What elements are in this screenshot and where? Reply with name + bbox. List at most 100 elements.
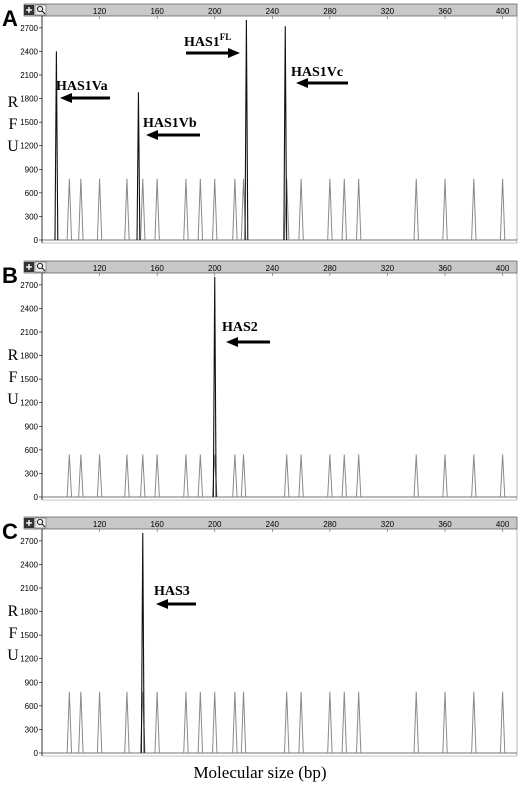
panel-letter: C (2, 519, 18, 544)
sample-peak (136, 92, 141, 241)
sample-peak (140, 532, 145, 754)
size-standard-peak (154, 454, 160, 498)
size-standard-peak (124, 454, 130, 498)
x-tick-label: 120 (93, 7, 107, 16)
zoom-plus-icon (24, 5, 34, 15)
x-tick-label: 160 (150, 520, 164, 529)
y-tick-label: 0 (34, 493, 39, 502)
size-standard-peak (413, 691, 419, 754)
size-standard-peak (413, 178, 419, 241)
magnifier-icon (34, 261, 47, 273)
x-tick-label: 120 (93, 264, 107, 273)
y-tick-label: 600 (25, 446, 39, 455)
peak-label: HAS2 (222, 320, 258, 335)
y-axis-label-letter: F (8, 116, 18, 133)
size-standard-peak (355, 691, 362, 754)
arrow-icon (226, 337, 270, 347)
chart-svg: 120 160 200 240 280 320 360 400 0 300 600 900 1200 15… (20, 516, 518, 758)
x-tick-label: 200 (208, 264, 222, 273)
peak-label: HAS1Vb (143, 116, 197, 131)
y-tick-label: 300 (25, 212, 39, 221)
y-tick-label: 900 (25, 422, 39, 431)
y-tick-label: 2700 (20, 281, 38, 290)
y-axis-label-letter: F (8, 625, 18, 642)
x-tick-label: 360 (438, 520, 452, 529)
sample-peak (283, 26, 288, 241)
size-standard-peak (232, 178, 238, 241)
x-tick-label: 320 (381, 7, 395, 16)
size-standard-peak (140, 454, 146, 498)
size-standard-peak (298, 454, 304, 498)
size-standard-peak (96, 691, 103, 754)
size-standard-peak (212, 178, 218, 241)
chart-svg: 120 160 200 240 280 320 360 400 0 300 600 900 1200 15… (20, 3, 518, 245)
y-tick-label: 2700 (20, 24, 38, 33)
x-tick-label: 360 (438, 7, 452, 16)
size-standard-peak (96, 178, 103, 241)
y-tick-label: 1200 (20, 399, 38, 408)
size-standard-peak (183, 691, 189, 754)
size-standard-peak (471, 454, 477, 498)
y-tick-label: 600 (25, 702, 39, 711)
y-tick-label: 600 (25, 189, 39, 198)
y-axis-label-letter: U (7, 391, 19, 408)
y-tick-label: 2700 (20, 537, 38, 546)
y-tick-label: 1200 (20, 655, 38, 664)
size-standard-peak (154, 691, 160, 754)
x-tick-label: 400 (496, 520, 510, 529)
x-tick-label: 160 (150, 7, 164, 16)
y-tick-label: 2400 (20, 47, 38, 56)
size-standard-peak (78, 178, 84, 241)
y-axis-label-letter: R (7, 347, 19, 364)
y-tick-label: 0 (34, 236, 39, 245)
size-standard-peak (183, 454, 189, 498)
size-standard-peak (499, 691, 506, 754)
zoom-plus-icon (24, 262, 34, 272)
y-tick-label: 1800 (20, 352, 38, 361)
peak-label: HAS1Va (56, 79, 108, 94)
size-standard-peak (197, 178, 204, 241)
x-tick-label: 320 (381, 264, 395, 273)
y-tick-label: 1800 (20, 95, 38, 104)
size-standard-peak (124, 691, 130, 754)
x-tick-label: 160 (150, 264, 164, 273)
x-tick-label: 240 (266, 7, 280, 16)
size-standard-peak (327, 454, 333, 498)
size-standard-peak (327, 691, 333, 754)
chart-svg: 120 160 200 240 280 320 360 400 0 300 600 900 1200 15… (20, 260, 518, 502)
arrow-icon (60, 93, 110, 103)
size-standard-peak (298, 178, 304, 241)
y-axis-label-letter: F (8, 369, 18, 386)
x-tick-label: 280 (323, 520, 337, 529)
y-axis-label-letter: R (7, 94, 19, 111)
size-standard-peak (499, 178, 506, 241)
x-tick-label: 360 (438, 264, 452, 273)
peak-label: HAS1Vc (291, 65, 343, 80)
y-axis-label-letter: U (7, 647, 19, 664)
y-tick-label: 1500 (20, 375, 38, 384)
arrow-icon (296, 78, 348, 88)
x-tick-label: 200 (208, 520, 222, 529)
y-tick-label: 2100 (20, 71, 38, 80)
sample-peak (212, 276, 217, 498)
magnifier-icon (34, 4, 47, 16)
y-tick-label: 900 (25, 165, 39, 174)
x-tick-label: 240 (266, 520, 280, 529)
arrow-icon (186, 48, 240, 58)
size-standard-peak (66, 178, 73, 241)
size-standard-peak (96, 454, 103, 498)
x-tick-label: 280 (323, 7, 337, 16)
x-tick-label: 320 (381, 520, 395, 529)
size-standard-peak (78, 454, 84, 498)
zoom-plus-icon (24, 518, 34, 528)
size-standard-peak (232, 454, 238, 498)
peak-label: HAS1FL (184, 32, 231, 50)
x-tick-label: 120 (93, 520, 107, 529)
size-standard-peak (471, 691, 477, 754)
size-standard-peak (341, 691, 347, 754)
size-standard-peak (442, 691, 448, 754)
peak-label: HAS3 (154, 584, 190, 599)
size-standard-peak (197, 691, 204, 754)
size-standard-peak (341, 178, 347, 241)
